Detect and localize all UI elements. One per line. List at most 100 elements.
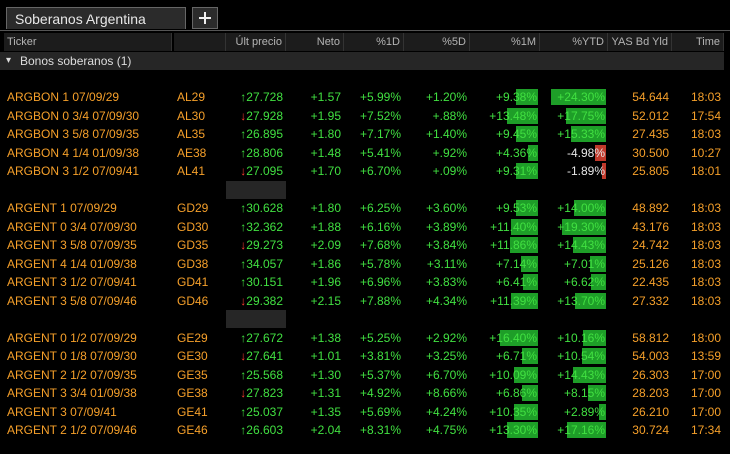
ticker: GD35 [177,238,209,252]
last-price: ↑28.806 [240,145,283,160]
pct-5d: +1.20% [425,90,467,104]
yield: 54.644 [632,90,669,104]
cell-bar [573,366,606,383]
yield: 54.003 [632,349,669,363]
last-price: ↓27.928 [240,108,283,123]
time: 18:03 [690,238,721,252]
time: 18:03 [690,293,721,308]
yield: 30.724 [632,423,669,437]
time: 17:34 [690,423,721,437]
pct-1d: +7.17% [359,127,401,141]
last-price: ↑26.603 [240,423,283,437]
yield: 24.742 [632,238,669,252]
column-header: Ticker [4,33,172,51]
last-price: ↑26.895 [240,127,283,141]
pct-1m: +6.71% [495,349,537,363]
pct-1d: +8.31% [359,423,401,437]
bond-name: ARGBON 1 07/09/29 [7,90,120,104]
tab[interactable]: Soberanos Argentina [6,7,186,29]
pct-1d: +7.68% [359,238,401,252]
pct-1d: +5.37% [359,367,401,382]
ticker: GE38 [177,386,208,400]
last-price: ↓27.641 [240,349,283,363]
column-header: %YTD [540,33,608,51]
column-header: %1D [344,33,404,51]
last-price: ↑25.568 [240,367,283,382]
group-row: ▾ Bonos soberanos (1) [0,52,724,70]
cell-bar [573,237,606,253]
group-label: Bonos soberanos (1) [20,54,132,68]
pct-5d: +.92% [432,145,467,160]
pct-1m: +7.14% [495,256,537,271]
pct-1d: +5.25% [359,330,401,345]
net-change: +1.01 [310,349,341,363]
time: 17:00 [690,404,721,419]
bond-name: ARGENT 4 1/4 01/09/38 [7,256,137,271]
bond-name: ARGBON 0 3/4 07/09/30 [7,108,140,123]
last-price: ↑27.672 [240,330,283,345]
pct-ytd: +2.89% [563,404,605,419]
bond-name: ARGENT 0 1/8 07/09/30 [7,349,137,363]
bond-name: ARGENT 2 1/2 07/09/46 [7,423,137,437]
cell-bar [514,366,538,383]
pct-1m: +16.40% [489,330,537,345]
pct-ytd: -4.98% [566,145,605,160]
bond-name: ARGENT 3 1/2 07/09/41 [7,275,137,289]
ticker: AL35 [177,127,206,141]
pct-5d: +4.34% [425,293,467,308]
time: 18:03 [690,256,721,271]
cell-bar [565,107,606,124]
pct-5d: +4.75% [425,423,467,437]
cell-bar [582,348,606,364]
pct-ytd: +14.43% [557,367,605,382]
pct-1d: +6.70% [359,164,401,178]
pct-ytd: +7.01% [563,256,605,271]
cell-bar [515,200,538,216]
net-change: +1.88 [310,219,341,234]
pct-5d: +3.84% [425,238,467,252]
divider [0,30,730,31]
ticker: GD30 [177,219,209,234]
last-price: ↑34.057 [240,256,283,271]
net-change: +1.95 [310,108,341,123]
cell-bar [513,403,538,420]
group-separator [0,310,728,328]
cell-bar [510,237,538,253]
pct-5d: +.09% [432,164,467,178]
cell-bar [550,89,606,105]
bond-name: ARGENT 2 1/2 07/09/35 [7,367,137,382]
bond-name: ARGENT 3 3/4 01/09/38 [7,386,137,400]
pct-1m: +9.38% [495,90,537,104]
cell-bar [582,329,606,346]
pct-1m: +9.53% [495,201,537,215]
cell-bar [521,385,538,401]
bond-name: ARGENT 3 5/8 07/09/35 [7,238,137,252]
time: 10:27 [690,145,721,160]
pct-ytd: +19.30% [557,219,605,234]
column-header: Neto [286,33,344,51]
net-change: +1.31 [310,386,341,400]
pct-1m: +13.30% [489,423,537,437]
yield: 27.332 [632,293,669,308]
cell-bar [516,89,538,105]
cell-bar [523,274,538,290]
cell-bar [516,163,538,179]
ticker: GD41 [177,275,209,289]
time: 18:03 [690,90,721,104]
net-change: +1.35 [310,404,341,419]
last-price: ↓27.095 [240,164,283,178]
pct-1d: +7.52% [359,108,401,123]
ticker: GD29 [177,201,209,215]
time: 17:54 [690,108,721,123]
add-tab-button[interactable] [192,7,218,29]
bond-name: ARGBON 3 5/8 07/09/35 [7,127,140,141]
cell-bar [601,163,606,179]
yield: 48.892 [632,201,669,215]
yield: 26.210 [632,404,669,419]
net-change: +1.48 [310,145,341,160]
last-price: ↓29.382 [240,293,283,308]
pct-1m: +10.09% [489,367,537,382]
bond-name: ARGENT 3 07/09/41 [7,404,117,419]
time: 18:00 [690,330,721,345]
cell-bar [527,144,538,161]
